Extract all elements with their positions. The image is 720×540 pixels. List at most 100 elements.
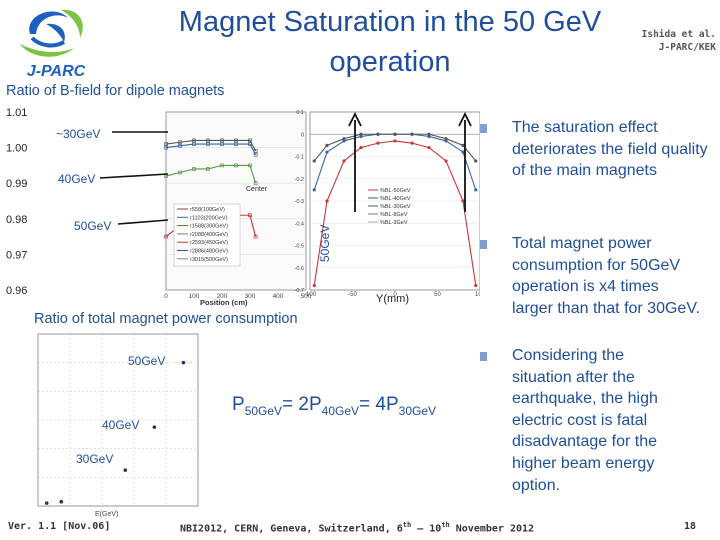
saturation-y-tick: 0.1 [296, 110, 304, 116]
bfield-x-tick: 400 [273, 293, 284, 300]
saturation-point [410, 141, 414, 145]
bfield-y-tick: 0.98 [6, 214, 27, 226]
saturation-point [461, 150, 465, 154]
saturation-y-tick: -0.4 [295, 221, 304, 227]
bfield-legend: r558(100GeV) r1103(200GeV) r1588(300GeV) r2… [173, 203, 241, 267]
bfield-point [178, 140, 182, 145]
bfield-legend-entry: r1588(300GeV) [190, 224, 228, 230]
formula-p: P [232, 394, 245, 415]
saturation-point [474, 188, 478, 192]
section-heading-bfield: Ratio of B-field for dipole magnets [6, 83, 225, 99]
saturation-y-tick-labels: 0.1 0 -0.1 -0.2 -0.3 -0.4 -0.5 -0.6 -0.7 [295, 110, 304, 294]
bfield-point [206, 142, 210, 146]
saturation-point [427, 132, 431, 136]
bfield-legend-entry: r2088(400GeV) [190, 232, 228, 238]
bfield-point [164, 142, 168, 146]
saturation-legend-entry: %BL-40GeV [380, 196, 411, 202]
saturation-legend-entry: %BL-8GeV [380, 212, 408, 218]
author-names: Ishida et al. [641, 29, 716, 40]
saturation-point [393, 139, 397, 143]
saturation-point [359, 132, 363, 136]
bfield-series-line [165, 143, 257, 155]
bfield-legend-entry: r3015(500GeV) [190, 257, 228, 263]
bfield-point [220, 138, 224, 143]
saturation-point [312, 159, 316, 163]
up-arrow-icon [458, 111, 472, 212]
bfield-point [192, 167, 196, 171]
power-point [152, 425, 157, 429]
bfield-point [164, 145, 168, 150]
section-heading-power: Ratio of total magnet power consumption [34, 311, 298, 327]
bfield-point [220, 142, 224, 146]
bfield-x-axis-label: Position (cm) [200, 298, 248, 307]
author-credit: Ishida et al. J-PARC/KEK [604, 28, 716, 54]
saturation-point [325, 143, 329, 147]
bfield-y-tick-labels: 1.01 1.00 0.99 0.98 0.97 0.96 [6, 107, 27, 297]
saturation-legend-entry: %BL-3GeV [380, 220, 408, 226]
bullet-marker-icon [480, 352, 487, 361]
saturation-point [376, 132, 380, 136]
bfield-point [253, 152, 258, 157]
saturation-point [461, 199, 465, 203]
power-point [123, 468, 128, 472]
saturation-x-tick: 50 [434, 292, 441, 298]
bfield-point [164, 234, 168, 239]
page-title: Magnet Saturation in the 50 GeV operatio… [178, 6, 602, 78]
saturation-point [444, 139, 448, 143]
saturation-series [312, 132, 478, 288]
saturation-y-tick: -0.1 [295, 155, 304, 161]
bfield-series-line [165, 139, 257, 152]
arrow-40gev-icon [99, 173, 169, 179]
bfield-point [234, 138, 238, 143]
saturation-point [376, 141, 380, 145]
bfield-point [206, 167, 210, 171]
saturation-point [474, 283, 478, 288]
saturation-point [461, 143, 465, 147]
bullet-text-2: Total magnet power consumption for 50GeV… [512, 235, 700, 317]
footer-conf-c: November 2012 [449, 523, 535, 535]
annotation-50gev: 50GeV [74, 219, 111, 233]
saturation-point [427, 134, 431, 139]
saturation-x-tick: -50 [348, 292, 357, 298]
footer-th1: th [402, 521, 412, 529]
saturation-x-axis-label: Y(mm) [376, 293, 409, 305]
saturation-legend-entry: %BL-50GeV [380, 188, 411, 194]
formula-sub-40: 40GeV [321, 403, 360, 418]
footer-conf-a: NBI2012, CERN, Geneva, Switzerland, 6 [180, 523, 403, 535]
saturation-point [474, 159, 478, 163]
saturation-y-tick: -0.7 [295, 288, 304, 294]
footer-conf-b: – 10 [411, 523, 442, 535]
saturation-x-tick: 100 [475, 292, 480, 298]
saturation-y-tick: 0 [301, 132, 304, 138]
power-gridlines [38, 334, 198, 506]
power-points [44, 360, 186, 505]
bfield-point [192, 138, 196, 143]
saturation-y-tick: -0.5 [295, 244, 304, 250]
bullet-marker-icon [480, 124, 487, 133]
bfield-x-tick: 300 [245, 293, 256, 300]
saturation-x-tick: 0 [393, 292, 397, 298]
bfield-point [206, 138, 210, 143]
bfield-point [253, 234, 258, 239]
up-arrow-icon [348, 111, 362, 212]
saturation-point [342, 137, 346, 141]
saturation-point [342, 139, 346, 143]
saturation-point [325, 150, 329, 154]
bullet-text-1: The saturation effect deteriorates the f… [512, 119, 708, 180]
bfield-y-tick: 1.01 [6, 107, 27, 119]
bfield-legend-entry: r2886(480GeV) [190, 249, 228, 255]
formula-sub-50: 50GeV [244, 403, 283, 418]
saturation-point [359, 134, 363, 139]
saturation-y-tick: -0.6 [295, 266, 304, 272]
bfield-x-tick: 0 [164, 293, 168, 300]
saturation-point [410, 132, 414, 136]
bfield-point [192, 142, 196, 146]
power-formula: P50GeV= 2P40GeV= 4P30GeV [232, 394, 436, 418]
bfield-point [220, 163, 224, 168]
bfield-y-tick: 0.99 [6, 178, 27, 190]
logo-text: J-PARC [27, 63, 86, 80]
power-x-axis-label: E(GeV) [95, 511, 118, 518]
footer-version: Ver. 1.1 [Nov.06] [8, 521, 111, 532]
bfield-legend-box [173, 203, 241, 267]
power-label-50gev: 50GeV [128, 354, 165, 368]
